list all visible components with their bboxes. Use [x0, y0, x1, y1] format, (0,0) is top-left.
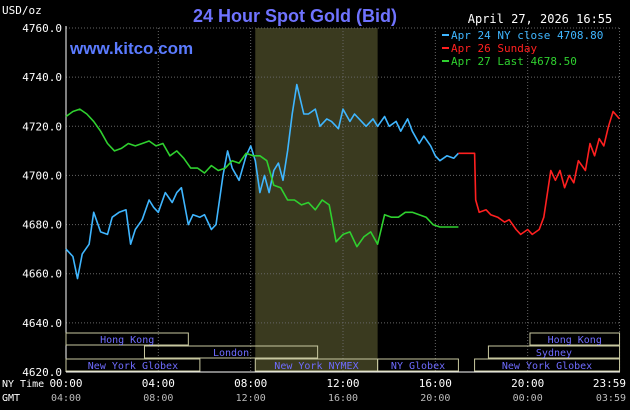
session-label: London	[213, 348, 249, 359]
x-tick-label-gmt: 12:00	[236, 393, 266, 404]
legend-entry: Apr 27 Last 4678.50	[451, 55, 577, 68]
price-series	[65, 83, 621, 280]
session-label: New York NYMEX	[274, 361, 358, 372]
y-tick-label: 4660.0	[22, 268, 62, 281]
x-tick-label-gmt: 08:00	[143, 393, 173, 404]
y-tick-label: 4700.0	[22, 169, 62, 182]
x-tick-label-ny: 20:00	[511, 377, 544, 390]
session-box	[474, 358, 621, 372]
x-tick-label-gmt: 20:00	[420, 393, 450, 404]
session-box	[65, 358, 201, 372]
y-tick-label: 4620.0	[22, 366, 62, 379]
session-box	[65, 332, 189, 346]
legend-entry: Apr 24 NY close 4708.80	[451, 29, 603, 42]
y-tick-label: 4640.0	[22, 317, 62, 330]
shaded-region	[255, 28, 378, 372]
session-box	[143, 345, 319, 359]
y-tick-label: 4680.0	[22, 219, 62, 232]
y-tick-labels: 4760.0 4740.0 4720.0 4700.0 4680.0 4660.0 4640…	[22, 22, 62, 379]
x-tick-labels: 00:00 04:00 04:00 08:00 08:00 12:00 12:00 16:00…	[49, 377, 626, 404]
session-label: New York Globex	[502, 361, 592, 372]
session-label: Hong Kong	[548, 335, 602, 346]
y-tick-label: 4720.0	[22, 120, 62, 133]
session-label: Sydney	[536, 348, 572, 359]
market-sessions: Hong Kong London New York Globex New York N…	[65, 332, 621, 372]
x-tick-label-gmt: 03:59	[596, 393, 626, 404]
series-line	[458, 110, 621, 236]
timestamp: April 27, 2026 16:55	[468, 12, 613, 26]
x-row-label-gmt: GMT	[2, 393, 20, 404]
x-tick-label-ny: 23:59	[593, 377, 626, 390]
plot-frame	[65, 26, 620, 373]
x-tick-label-ny: 08:00	[234, 377, 267, 390]
x-tick-label-gmt: 04:00	[51, 393, 81, 404]
chart-title: 24 Hour Spot Gold (Bid)	[193, 6, 397, 26]
session-label: New York Globex	[88, 361, 178, 372]
y-tick-label: 4760.0	[22, 22, 62, 35]
x-tick-label-ny: 16:00	[419, 377, 452, 390]
session-box	[529, 332, 621, 346]
x-tick-label-gmt: 16:00	[328, 393, 358, 404]
x-tick-label-ny: 04:00	[142, 377, 175, 390]
nymex-session-shade	[255, 28, 378, 372]
x-row-label-ny: NY Time	[2, 379, 44, 390]
legend-entry: Apr 26 Sunday	[451, 42, 537, 55]
session-box	[487, 345, 621, 359]
session-label: Hong Kong	[100, 335, 154, 346]
y-tick-label: 4740.0	[22, 71, 62, 84]
x-tick-label-ny: 12:00	[326, 377, 359, 390]
x-tick-label-gmt: 00:00	[513, 393, 543, 404]
x-tick-label-ny: 00:00	[49, 377, 82, 390]
series-line	[65, 83, 459, 280]
site-link[interactable]: www.kitco.com	[69, 39, 193, 58]
series-line	[65, 108, 459, 248]
session-box	[377, 358, 459, 372]
y-axis-unit: USD/oz	[2, 4, 42, 17]
session-label: NY Globex	[391, 361, 445, 372]
